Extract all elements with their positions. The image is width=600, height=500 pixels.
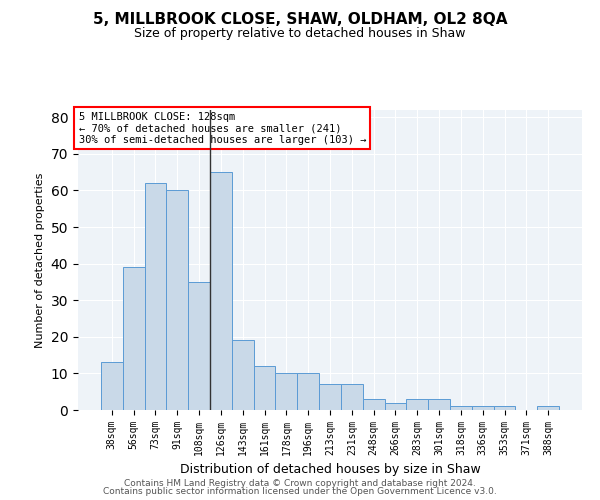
Bar xyxy=(363,399,385,410)
Bar xyxy=(275,374,297,410)
Bar xyxy=(254,366,275,410)
Y-axis label: Number of detached properties: Number of detached properties xyxy=(35,172,45,348)
Bar xyxy=(188,282,210,410)
Text: 5, MILLBROOK CLOSE, SHAW, OLDHAM, OL2 8QA: 5, MILLBROOK CLOSE, SHAW, OLDHAM, OL2 8Q… xyxy=(93,12,507,28)
Text: 5 MILLBROOK CLOSE: 128sqm
← 70% of detached houses are smaller (241)
30% of semi: 5 MILLBROOK CLOSE: 128sqm ← 70% of detac… xyxy=(79,112,366,144)
Bar xyxy=(472,406,494,410)
Bar xyxy=(123,268,145,410)
Bar xyxy=(537,406,559,410)
Text: Size of property relative to detached houses in Shaw: Size of property relative to detached ho… xyxy=(134,28,466,40)
Bar xyxy=(319,384,341,410)
Bar xyxy=(145,183,166,410)
Bar xyxy=(210,172,232,410)
Bar xyxy=(450,406,472,410)
Bar xyxy=(166,190,188,410)
Bar xyxy=(101,362,123,410)
Bar xyxy=(297,374,319,410)
Bar xyxy=(428,399,450,410)
Bar xyxy=(341,384,363,410)
X-axis label: Distribution of detached houses by size in Shaw: Distribution of detached houses by size … xyxy=(179,464,481,476)
Bar xyxy=(385,402,406,410)
Text: Contains public sector information licensed under the Open Government Licence v3: Contains public sector information licen… xyxy=(103,487,497,496)
Text: Contains HM Land Registry data © Crown copyright and database right 2024.: Contains HM Land Registry data © Crown c… xyxy=(124,478,476,488)
Bar xyxy=(232,340,254,410)
Bar xyxy=(494,406,515,410)
Bar xyxy=(406,399,428,410)
